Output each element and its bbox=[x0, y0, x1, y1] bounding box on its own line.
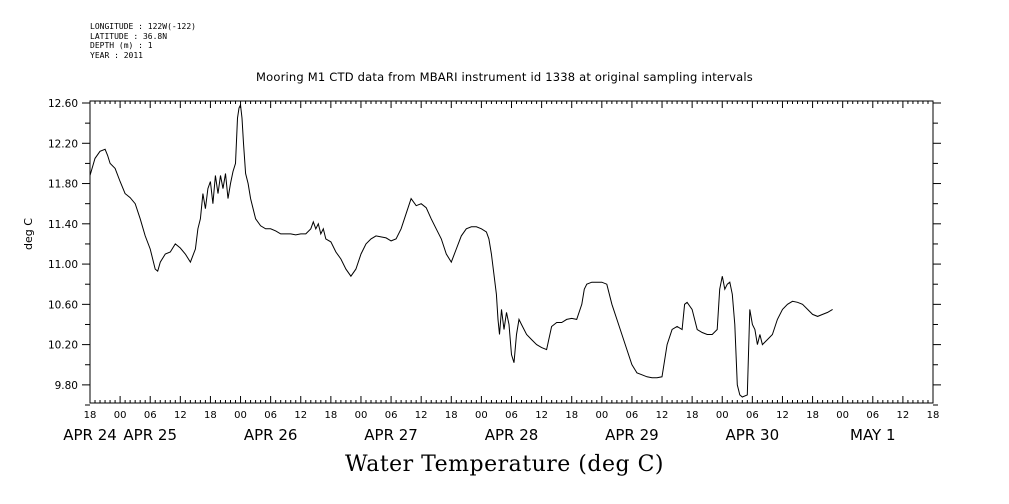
axis-tick-labels: 18 00 06 12 18 00 06 12 18 00 06 12 18 00 06 12 18 00 06 12… bbox=[48, 98, 939, 444]
x-tick-label: 00 bbox=[836, 410, 849, 421]
x-tick-label: 00 bbox=[475, 410, 488, 421]
plot-frame bbox=[89, 100, 934, 404]
x-tick-label: 12 bbox=[535, 410, 548, 421]
longitude-label: LONGITUDE : 122W(-122) bbox=[90, 22, 196, 31]
y-tick-label: 11.40 bbox=[48, 219, 78, 231]
y-tick-label: 11.00 bbox=[48, 259, 78, 271]
x-day-label: APR 26 bbox=[244, 426, 298, 444]
x-tick-label: 00 bbox=[114, 410, 127, 421]
x-tick-label: 00 bbox=[716, 410, 729, 421]
x-tick-label: 06 bbox=[866, 410, 879, 421]
location-metadata: LONGITUDE : 122W(-122) LATITUDE : 36.8N … bbox=[90, 22, 196, 60]
x-tick-label: 18 bbox=[686, 410, 699, 421]
x-day-label: APR 25 bbox=[123, 426, 177, 444]
x-tick-label: 00 bbox=[595, 410, 608, 421]
x-tick-label: 06 bbox=[144, 410, 157, 421]
x-day-label: APR 29 bbox=[605, 426, 659, 444]
y-tick-label: 12.60 bbox=[48, 98, 78, 110]
x-tick-label: 12 bbox=[294, 410, 307, 421]
x-tick-label: 18 bbox=[927, 410, 940, 421]
year-label: YEAR : 2011 bbox=[90, 50, 143, 60]
chart-title: Mooring M1 CTD data from MBARI instrumen… bbox=[256, 70, 753, 84]
x-tick-label: 18 bbox=[204, 410, 217, 421]
y-tick-label: 10.60 bbox=[48, 299, 78, 311]
latitude-label: LATITUDE : 36.8N bbox=[90, 31, 168, 41]
x-tick-label: 18 bbox=[84, 410, 97, 421]
x-day-label: APR 24 bbox=[63, 426, 117, 444]
x-tick-label: 12 bbox=[897, 410, 910, 421]
y-tick-label: 11.80 bbox=[48, 179, 78, 191]
x-tick-label: 12 bbox=[656, 410, 669, 421]
x-tick-label: 12 bbox=[174, 410, 187, 421]
x-day-label: APR 28 bbox=[485, 426, 539, 444]
bottom-title: Water Temperature (deg C) bbox=[345, 452, 664, 477]
x-tick-label: 18 bbox=[324, 410, 337, 421]
y-tick-label: 9.80 bbox=[55, 380, 78, 392]
x-tick-label: 18 bbox=[806, 410, 819, 421]
x-day-label: APR 27 bbox=[364, 426, 418, 444]
x-tick-label: 06 bbox=[746, 410, 759, 421]
x-tick-label: 06 bbox=[264, 410, 277, 421]
x-tick-label: 12 bbox=[415, 410, 428, 421]
x-day-label: MAY 1 bbox=[850, 426, 896, 444]
y-tick-label: 12.20 bbox=[48, 138, 78, 150]
x-tick-label: 06 bbox=[385, 410, 398, 421]
x-tick-label: 06 bbox=[505, 410, 518, 421]
x-tick-label: 00 bbox=[355, 410, 368, 421]
y-tick-label: 10.20 bbox=[48, 340, 78, 352]
axis-ticks bbox=[82, 101, 941, 406]
x-tick-label: 18 bbox=[445, 410, 458, 421]
x-tick-label: 18 bbox=[565, 410, 578, 421]
x-tick-label: 00 bbox=[234, 410, 247, 421]
x-tick-label: 12 bbox=[776, 410, 789, 421]
depth-label: DEPTH (m) : 1 bbox=[90, 41, 153, 51]
x-tick-label: 06 bbox=[626, 410, 639, 421]
x-day-label: APR 30 bbox=[726, 426, 780, 444]
series-line bbox=[89, 103, 833, 398]
